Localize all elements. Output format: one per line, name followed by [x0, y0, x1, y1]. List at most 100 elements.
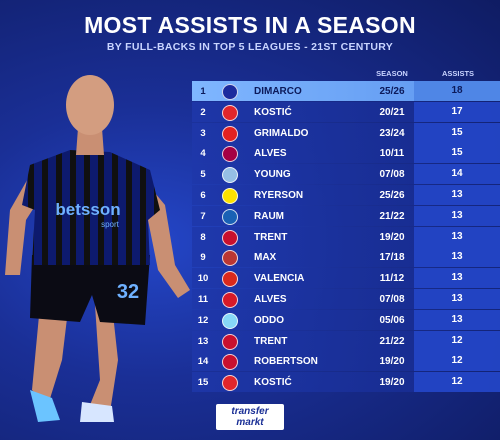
- player-name: ROBERTSON: [254, 356, 318, 368]
- player-name: YOUNG: [254, 169, 291, 181]
- rank-number: 7: [200, 210, 206, 222]
- rank-number: 9: [200, 252, 206, 264]
- season-value: 25/26: [379, 86, 405, 97]
- club-logo-icon: [222, 354, 238, 371]
- player-name: GRIMALDO: [254, 127, 309, 139]
- player-name: KOSTIĆ: [254, 106, 292, 118]
- club-logo-icon: [222, 208, 238, 225]
- assists-value: 13: [414, 247, 500, 268]
- rank-number: 2: [200, 106, 206, 118]
- assists-value: 15: [414, 122, 500, 143]
- player-name: ODDO: [254, 314, 284, 326]
- assists-value: 14: [414, 164, 500, 185]
- player-name: TRENT: [254, 335, 288, 347]
- table-row: 15 KOSTIĆ 19/20 12: [192, 372, 500, 393]
- club-logo-icon: [222, 104, 238, 121]
- club-logo-icon: [222, 250, 238, 267]
- rank-number: 12: [197, 314, 209, 326]
- assists-value: 13: [414, 205, 500, 226]
- rank-number: 11: [197, 293, 209, 305]
- club-logo-icon: [222, 146, 238, 163]
- assists-value: 12: [414, 330, 500, 351]
- table-row: 9 MAX 17/18 13: [192, 247, 500, 268]
- rank-number: 3: [200, 127, 206, 139]
- rank-number: 5: [200, 169, 206, 181]
- rank-number: 1: [200, 86, 206, 97]
- club-logo-icon: [222, 271, 238, 288]
- assists-value: 13: [414, 184, 500, 205]
- season-value: 11/12: [379, 273, 405, 285]
- season-value: 19/20: [379, 231, 405, 243]
- table-row: 1 DIMARCO 25/26 18: [192, 81, 500, 101]
- club-logo-icon: [222, 312, 238, 329]
- table-row: 12 ODDO 05/06 13: [192, 309, 500, 330]
- table-row: 4 ALVES 10/11 15: [192, 143, 500, 164]
- club-logo-icon: [222, 375, 238, 392]
- table-row: 8 TRENT 19/20 13: [192, 226, 500, 247]
- season-value: 07/08: [379, 293, 405, 305]
- season-value: 19/20: [379, 356, 405, 368]
- sponsor-text: betsson: [55, 200, 120, 219]
- season-column-header: SEASON: [376, 69, 408, 78]
- table-row: 3 GRIMALDO 23/24 15: [192, 122, 500, 143]
- sponsor-subtext: sport: [101, 220, 120, 229]
- club-logo-icon: [222, 333, 238, 350]
- rank-number: 10: [197, 273, 209, 285]
- player-name: RAUM: [254, 210, 284, 222]
- assists-value: 17: [414, 101, 500, 122]
- club-logo-icon: [222, 229, 238, 246]
- club-logo-icon: [222, 125, 238, 142]
- player-name: ALVES: [254, 148, 287, 160]
- player-illustration: betsson sport 32: [5, 75, 190, 422]
- rank-number: 15: [197, 377, 209, 389]
- brand-line2: markt: [236, 417, 264, 428]
- table-row: 13 TRENT 21/22 12: [192, 330, 500, 351]
- ranking-table: 1 DIMARCO 25/26 18 2 KOSTIĆ 20/21 17 3 GRIMALDO 23…: [192, 81, 500, 393]
- season-value: 05/06: [379, 314, 405, 326]
- table-row: 6 RYERSON 25/26 13: [192, 184, 500, 205]
- season-value: 17/18: [379, 252, 405, 264]
- season-value: 21/22: [379, 210, 405, 222]
- page-title: MOST ASSISTS IN A SEASON: [84, 12, 416, 38]
- player-name: MAX: [254, 252, 277, 264]
- season-value: 07/08: [379, 169, 405, 181]
- assists-value: 18: [414, 81, 500, 101]
- assists-column-header: ASSISTS: [441, 69, 475, 78]
- brand-line1: transfer: [231, 406, 269, 417]
- player-name: DIMARCO: [254, 86, 302, 97]
- assists-value: 13: [414, 226, 500, 247]
- club-logo-icon: [222, 84, 238, 100]
- season-value: 23/24: [379, 127, 405, 139]
- club-logo-icon: [222, 187, 238, 204]
- player-name: RYERSON: [254, 189, 304, 201]
- table-row: 11 ALVES 07/08 13: [192, 288, 500, 309]
- player-name: KOSTIĆ: [254, 377, 292, 389]
- table-row: 10 VALENCIA 11/12 13: [192, 268, 500, 289]
- shorts-number: 32: [117, 281, 139, 303]
- assists-value: 15: [414, 143, 500, 164]
- season-value: 20/21: [379, 106, 405, 118]
- rank-number: 6: [200, 189, 206, 201]
- season-value: 19/20: [379, 377, 405, 389]
- assists-value: 13: [414, 309, 500, 330]
- assists-value: 13: [414, 288, 500, 309]
- season-value: 25/26: [379, 189, 405, 201]
- club-logo-icon: [222, 167, 238, 184]
- rank-number: 14: [197, 356, 209, 368]
- table-header: SEASON ASSISTS: [192, 69, 500, 81]
- rank-number: 8: [200, 231, 206, 243]
- table-row: 2 KOSTIĆ 20/21 17: [192, 101, 500, 122]
- table-row: 5 YOUNG 07/08 14: [192, 164, 500, 185]
- season-value: 10/11: [379, 148, 405, 160]
- assists-value: 12: [414, 372, 500, 393]
- player-name: TRENT: [254, 231, 288, 243]
- table-row: 14 ROBERTSON 19/20 12: [192, 351, 500, 372]
- assists-value: 13: [414, 268, 500, 289]
- page-subtitle: BY FULL-BACKS IN TOP 5 LEAGUES - 21ST CE…: [106, 41, 394, 53]
- rank-number: 4: [200, 148, 206, 160]
- table-row: 7 RAUM 21/22 13: [192, 205, 500, 226]
- player-name: ALVES: [254, 293, 287, 305]
- rank-number: 13: [197, 335, 209, 347]
- transfermarkt-logo: transfer markt: [216, 404, 284, 430]
- assists-value: 12: [414, 351, 500, 372]
